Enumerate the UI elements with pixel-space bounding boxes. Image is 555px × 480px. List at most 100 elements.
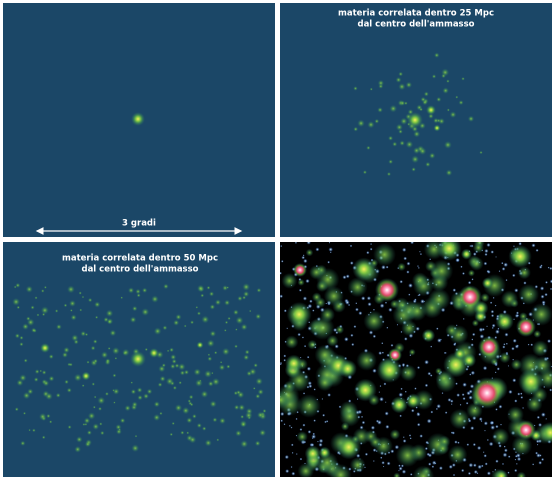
halo — [495, 312, 514, 331]
halo — [33, 377, 39, 382]
halo — [401, 469, 407, 474]
halo — [223, 328, 227, 332]
halo — [114, 356, 118, 360]
halo — [238, 404, 246, 411]
halo — [517, 266, 531, 280]
halo — [405, 140, 414, 149]
halo — [283, 423, 286, 426]
halo — [46, 413, 51, 419]
halo — [311, 434, 317, 439]
halo — [317, 440, 319, 443]
halo — [78, 291, 82, 295]
halo — [297, 394, 321, 418]
halo — [248, 309, 252, 313]
halo — [455, 95, 459, 99]
halo — [252, 387, 256, 390]
halo — [92, 423, 100, 430]
halo — [370, 425, 376, 430]
halo — [469, 256, 484, 271]
panel-content — [12, 282, 267, 453]
halo — [30, 305, 35, 310]
halo — [240, 323, 248, 331]
halo — [489, 301, 493, 305]
halo — [513, 318, 515, 321]
halo — [540, 294, 545, 299]
halo — [129, 316, 137, 323]
halo — [284, 335, 299, 349]
halo — [400, 117, 408, 125]
halo — [43, 285, 47, 289]
halo — [398, 469, 400, 472]
halo — [429, 152, 436, 159]
halo — [414, 387, 417, 390]
halo — [153, 327, 162, 336]
halo — [45, 392, 53, 401]
halo — [499, 351, 511, 364]
halo — [243, 354, 250, 361]
halo — [416, 412, 420, 415]
halo — [353, 126, 359, 132]
halo — [135, 288, 141, 295]
halo — [496, 367, 500, 371]
halo — [484, 248, 489, 254]
halo — [434, 462, 437, 465]
halo — [388, 135, 394, 141]
halo — [507, 365, 510, 367]
halo — [507, 471, 510, 474]
halo — [36, 313, 40, 317]
halo — [435, 407, 439, 411]
halo — [412, 465, 435, 477]
halo — [518, 242, 522, 246]
halo — [377, 107, 383, 113]
halo — [400, 387, 403, 391]
halo — [329, 251, 332, 254]
halo — [303, 344, 307, 348]
halo — [436, 96, 442, 103]
halo — [531, 243, 536, 248]
halo — [431, 74, 437, 79]
halo — [519, 392, 523, 395]
halo — [104, 391, 109, 396]
halo — [470, 370, 476, 376]
halo — [398, 464, 401, 468]
halo — [303, 258, 308, 264]
halo — [32, 428, 36, 433]
halo — [219, 417, 226, 425]
halo — [389, 429, 401, 440]
halo — [349, 457, 366, 473]
caption: dal centro dell'ammasso — [81, 265, 198, 275]
halo — [399, 364, 417, 382]
halo — [212, 417, 218, 423]
halo — [226, 364, 231, 369]
halo — [413, 130, 421, 138]
halo — [66, 387, 72, 393]
halo — [461, 393, 465, 397]
halo — [235, 430, 242, 437]
halo — [178, 381, 182, 385]
halo — [490, 250, 495, 254]
halo — [195, 379, 203, 387]
halo — [436, 442, 449, 455]
halo — [486, 471, 491, 476]
halo — [398, 83, 406, 91]
halo — [506, 406, 524, 424]
halo — [549, 279, 552, 284]
halo — [112, 373, 117, 378]
halo — [380, 456, 383, 460]
halo — [196, 311, 202, 316]
halo — [283, 354, 287, 358]
halo — [92, 405, 96, 409]
halo — [201, 315, 210, 324]
halo — [86, 360, 90, 364]
caption: materia correlata dentro 25 Mpc — [338, 9, 494, 19]
halo — [450, 399, 454, 403]
halo — [425, 260, 437, 272]
halo — [385, 265, 389, 269]
halo — [500, 290, 519, 308]
halo — [304, 445, 322, 462]
halo — [81, 371, 91, 381]
halo — [100, 351, 109, 359]
halo — [451, 463, 456, 467]
halo — [541, 457, 545, 462]
halo — [200, 293, 205, 298]
